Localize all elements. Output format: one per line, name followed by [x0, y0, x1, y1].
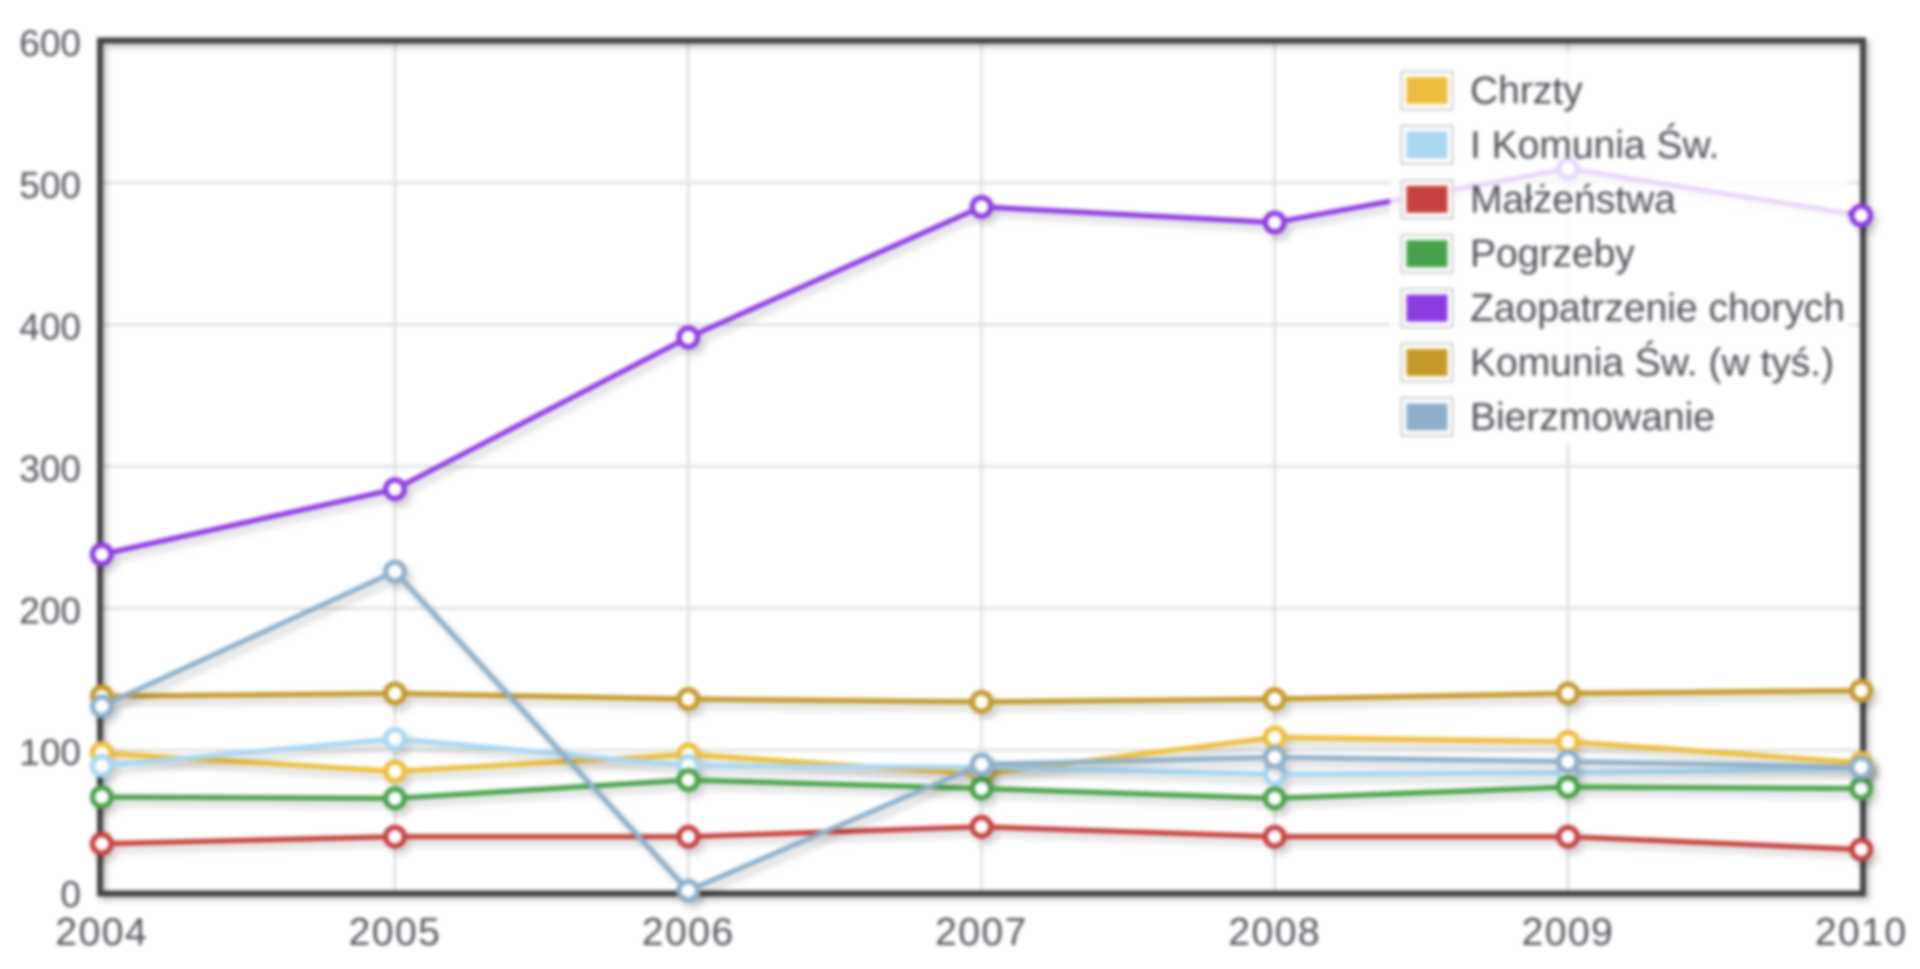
svg-text:100: 100 — [19, 732, 81, 773]
svg-text:400: 400 — [19, 307, 81, 348]
svg-text:600: 600 — [19, 23, 81, 64]
svg-text:Małżeństwa: Małżeństwa — [1470, 178, 1676, 221]
svg-text:2008: 2008 — [1228, 911, 1321, 954]
svg-text:Chrzty: Chrzty — [1470, 70, 1583, 113]
svg-text:2006: 2006 — [642, 911, 735, 954]
svg-text:2005: 2005 — [349, 911, 442, 954]
svg-text:2004: 2004 — [55, 911, 148, 954]
svg-text:Pogrzeby: Pogrzeby — [1470, 233, 1635, 276]
svg-text:500: 500 — [19, 165, 81, 206]
svg-text:Komunia Św. (w tyś.): Komunia Św. (w tyś.) — [1470, 340, 1834, 385]
svg-text:I Komunia Św.: I Komunia Św. — [1470, 122, 1719, 167]
svg-text:Bierzmowanie: Bierzmowanie — [1470, 396, 1715, 439]
svg-text:300: 300 — [19, 449, 81, 490]
svg-text:2010: 2010 — [1815, 911, 1908, 954]
svg-text:200: 200 — [19, 590, 81, 631]
svg-text:2007: 2007 — [935, 911, 1028, 954]
svg-text:2009: 2009 — [1522, 911, 1615, 954]
svg-text:0: 0 — [60, 874, 81, 915]
svg-text:Zaopatrzenie chorych: Zaopatrzenie chorych — [1470, 287, 1845, 330]
